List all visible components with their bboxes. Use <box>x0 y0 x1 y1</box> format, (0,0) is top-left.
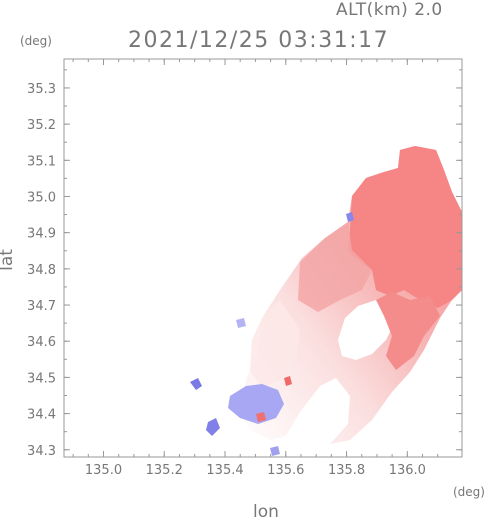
receding-echo-cluster <box>228 384 284 424</box>
y-tick-label: 34.3 <box>27 444 56 459</box>
y-tick-label: 34.6 <box>27 335 56 350</box>
receding-echo-small-3 <box>270 446 280 456</box>
medium-echo-band <box>298 222 372 312</box>
weak-echo-southwest <box>250 300 300 388</box>
y-tick-label: 34.4 <box>27 408 56 423</box>
y-tick-label: 34.7 <box>27 299 56 314</box>
strong-echo-east <box>376 292 440 370</box>
axes-layer: 135.0 135.2 135.4 135.6 135.8 136.0 34.3 34.4 34… <box>27 58 463 478</box>
x-tick-label: 135.0 <box>85 463 122 478</box>
x-axis-title: lon <box>253 502 279 522</box>
strong-echo-northeast <box>348 146 462 308</box>
x-tick-label: 135.4 <box>206 463 243 478</box>
receding-echo-small-2 <box>206 418 220 436</box>
approach-echo-small <box>256 412 266 422</box>
y-tick-label: 35.2 <box>27 118 56 133</box>
hole-region <box>338 300 394 360</box>
y-tick-label: 34.8 <box>27 263 56 278</box>
receding-echo-small-5 <box>346 212 354 222</box>
receding-echo-small-4 <box>236 318 246 328</box>
echo-field <box>190 146 462 456</box>
y-tick-label: 35.0 <box>27 190 56 205</box>
y-tick-label: 34.9 <box>27 227 56 242</box>
y-tick-label: 35.1 <box>27 154 56 169</box>
x-tick-label: 135.6 <box>267 463 304 478</box>
y-axis-unit: (deg) <box>20 34 52 48</box>
y-tick-label: 34.5 <box>27 371 56 386</box>
x-tick-label: 135.8 <box>328 463 365 478</box>
receding-echo-small-1 <box>190 378 202 390</box>
approach-echo-small-2 <box>284 376 292 386</box>
plot-frame <box>63 58 463 458</box>
x-tick-label: 136.0 <box>389 463 426 478</box>
x-tick-label: 135.2 <box>146 463 183 478</box>
timestamp-title: 2021/12/25 03:31:17 <box>128 28 390 53</box>
x-axis-unit: (deg) <box>453 485 485 499</box>
altitude-label: ALT(km) 2.0 <box>336 0 443 20</box>
y-tick-label: 35.3 <box>27 82 56 97</box>
